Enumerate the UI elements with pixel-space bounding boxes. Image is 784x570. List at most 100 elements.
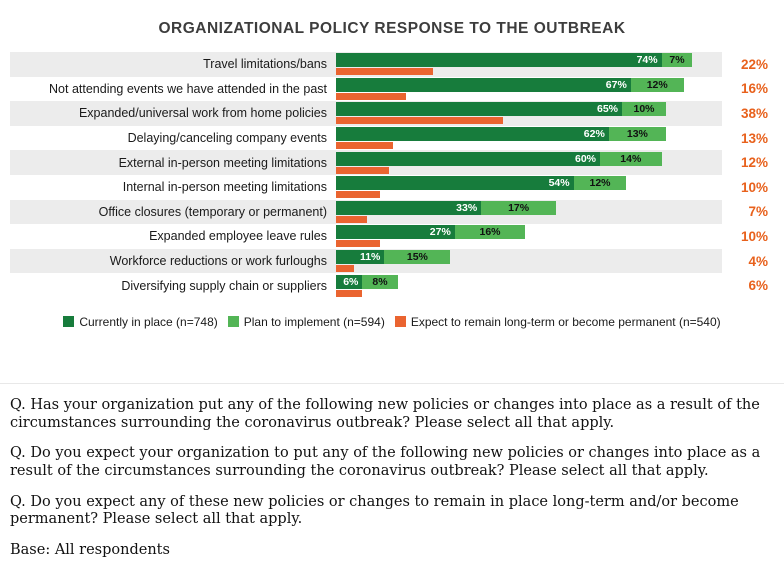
category-label: Expanded employee leave rules (149, 229, 327, 244)
stacked-bar: 67% 12% (336, 77, 722, 92)
long-term-value-label: 10% (740, 179, 768, 195)
bar-currently-in-place: 67% (336, 77, 631, 92)
bar-group: 74% 7% (336, 53, 722, 76)
bar-long-term-permanent (336, 265, 354, 273)
bar-plan-to-implement: 7% (661, 53, 693, 68)
long-term-value-label: 38% (740, 105, 768, 121)
question-text-2: Q. Do you expect your organization to pu… (10, 445, 761, 479)
bar-long-term-permanent (336, 240, 380, 248)
long-term-value-label: 4% (748, 253, 768, 269)
bar-currently-in-place: 11% (336, 250, 385, 265)
category-label: External in-person meeting limitations (118, 155, 327, 170)
category-label: Diversifying supply chain or suppliers (121, 278, 327, 293)
chart-row-main: Expanded employee leave rules 27% 16% (10, 224, 722, 249)
bar-plan-to-implement: 14% (600, 151, 662, 166)
stacked-bar: 74% 7% (336, 53, 722, 68)
bar-long-term-permanent (336, 142, 394, 150)
bar-plan-to-implement: 8% (362, 274, 398, 289)
legend: Currently in place (n=748) Plan to imple… (0, 315, 784, 329)
bar-currently-in-place: 74% (336, 53, 662, 68)
bar-group: 65% 10% (336, 102, 722, 125)
chart-row: Diversifying supply chain or suppliers 6%… (0, 273, 784, 298)
stacked-bar: 6% 8% (336, 274, 722, 289)
category-label: Delaying/canceling company events (127, 131, 327, 146)
bar-group: 67% 12% (336, 77, 722, 100)
long-term-value-label: 22% (740, 56, 768, 72)
bar-chart: Travel limitations/bans 74% 7% 22% Not atten… (0, 52, 784, 329)
chart-row-main: Travel limitations/bans 74% 7% (10, 52, 722, 77)
stacked-bar: 62% 13% (336, 127, 722, 142)
bar-long-term-permanent (336, 166, 389, 174)
bar-currently-in-place: 6% (336, 274, 363, 289)
bar-long-term-permanent (336, 68, 433, 76)
stacked-bar: 60% 14% (336, 151, 722, 166)
bar-plan-to-implement: 12% (630, 77, 684, 92)
category-label: Expanded/universal work from home polici… (78, 106, 327, 121)
bar-group: 54% 12% (336, 176, 722, 199)
bar-group: 62% 13% (336, 127, 722, 150)
legend-label: Plan to implement (n=594) (243, 314, 385, 329)
chart-row-main: Internal in-person meeting limitations 54… (10, 175, 722, 200)
long-term-value-label: 7% (748, 204, 768, 220)
bar-long-term-permanent (336, 92, 407, 100)
long-term-value-label: 12% (740, 155, 768, 171)
stacked-bar: 33% 17% (336, 200, 722, 215)
stacked-bar: 27% 16% (336, 225, 722, 240)
bar-plan-to-implement: 12% (573, 176, 627, 191)
bar-long-term-permanent (336, 215, 367, 223)
chart-row-main: Expanded/universal work from home polici… (10, 101, 722, 126)
bar-plan-to-implement: 15% (384, 250, 451, 265)
chart-row: Not attending events we have attended in… (0, 77, 784, 102)
long-term-value-label: 6% (748, 278, 768, 294)
category-label: Office closures (temporary or permanent) (98, 204, 327, 219)
bar-currently-in-place: 33% (336, 200, 482, 215)
legend-swatch-dark-green (63, 316, 75, 328)
bar-group: 60% 14% (336, 151, 722, 174)
chart-row: Office closures (temporary or permanent)… (0, 199, 784, 225)
legend-item-currently-in-place: Currently in place (n=748) (63, 314, 218, 329)
chart-row: Internal in-person meeting limitations 54… (0, 175, 784, 200)
legend-label: Currently in place (n=748) (79, 314, 218, 329)
stacked-bar: 54% 12% (336, 176, 722, 191)
base-note: Base: All respondents (10, 542, 170, 559)
bar-group: 11% 15% (336, 250, 722, 273)
bar-plan-to-implement: 17% (481, 200, 556, 215)
stacked-bar: 65% 10% (336, 102, 722, 117)
bar-currently-in-place: 62% (336, 127, 609, 142)
bar-long-term-permanent (336, 289, 363, 297)
long-term-value-label: 10% (740, 228, 768, 244)
bar-group: 27% 16% (336, 225, 722, 248)
chart-row: External in-person meeting limitations 60… (0, 150, 784, 175)
bar-group: 33% 17% (336, 200, 722, 223)
legend-swatch-light-green (227, 316, 239, 328)
chart-row: Expanded/universal work from home polici… (0, 101, 784, 126)
bar-currently-in-place: 65% (336, 102, 622, 117)
chart-row-main: Diversifying supply chain or suppliers 6%… (10, 273, 722, 298)
question-text-1: Q. Has your organization put any of the … (10, 396, 760, 431)
bar-plan-to-implement: 16% (454, 225, 526, 240)
chart-row-main: Workforce reductions or work furloughs 11… (10, 248, 722, 274)
chart-rows: Travel limitations/bans 74% 7% 22% Not atten… (0, 52, 784, 298)
bar-group: 6% 8% (336, 274, 722, 297)
stacked-bar: 11% 15% (336, 250, 722, 265)
bar-plan-to-implement: 13% (608, 127, 666, 142)
footnotes: Q. Has your organization put any of the … (0, 384, 778, 560)
chart-row-main: External in-person meeting limitations 60… (10, 150, 722, 175)
chart-row-main: Not attending events we have attended in… (10, 77, 722, 102)
legend-label: Expect to remain long-term or become per… (410, 314, 721, 329)
category-label: Not attending events we have attended in… (49, 81, 327, 96)
bar-currently-in-place: 60% (336, 151, 600, 166)
chart-row: Travel limitations/bans 74% 7% 22% (0, 52, 784, 77)
divider-line (0, 382, 784, 384)
legend-item-long-term: Expect to remain long-term or become per… (394, 314, 721, 329)
chart-row: Expanded employee leave rules 27% 16% 10% (0, 224, 784, 249)
legend-item-plan-to-implement: Plan to implement (n=594) (227, 314, 385, 329)
category-label: Workforce reductions or work furloughs (109, 254, 327, 269)
category-label: Internal in-person meeting limitations (122, 180, 327, 195)
bar-long-term-permanent (336, 191, 380, 199)
legend-swatch-orange (394, 316, 406, 328)
chart-row: Workforce reductions or work furloughs 11… (0, 248, 784, 274)
chart-row-main: Office closures (temporary or permanent)… (10, 199, 722, 225)
long-term-value-label: 16% (740, 81, 768, 97)
